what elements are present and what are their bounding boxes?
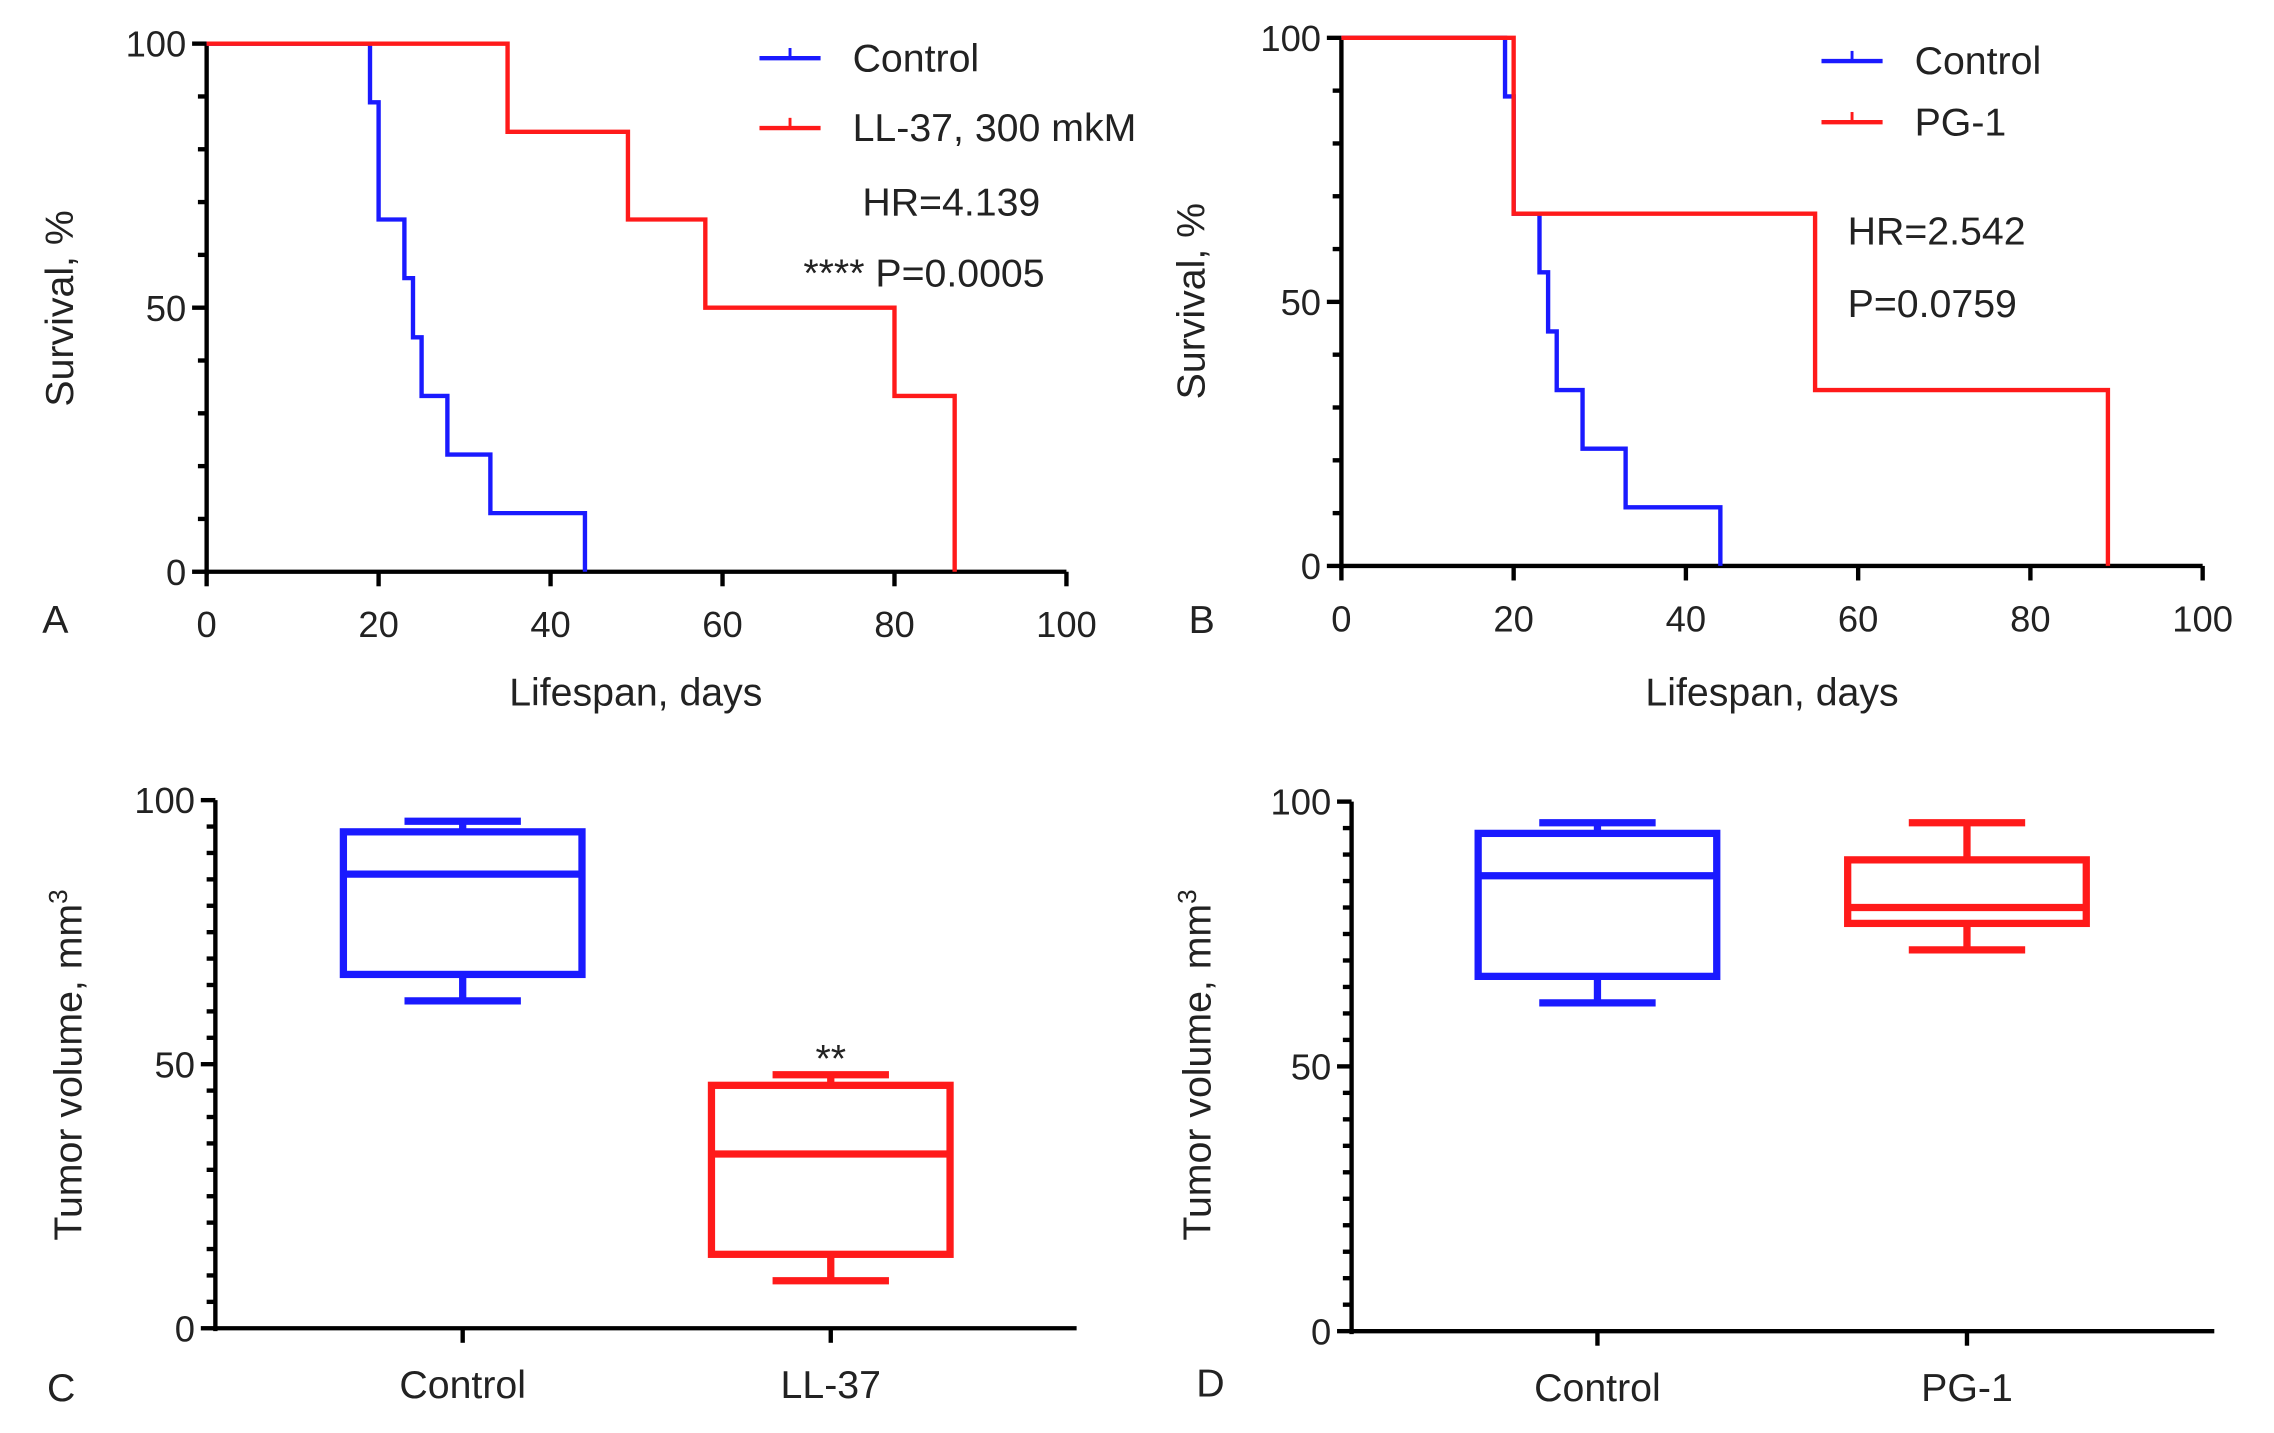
y-axis-label: Survival, % [1170, 203, 1214, 399]
y-axis-label-text: Survival, % [38, 210, 82, 406]
y-axis-label-text: Tumor volume, mm [47, 904, 91, 1241]
panel-letter: B [1189, 598, 1215, 642]
box-iqr [707, 1081, 954, 1258]
x-tick-label: 20 [358, 604, 398, 645]
x-tick-label: Control [399, 1363, 526, 1407]
y-tick-label: 50 [1291, 1046, 1331, 1087]
x-tick-label: 80 [874, 604, 914, 645]
annotation: HR=4.139 [862, 180, 1040, 224]
box-control [1474, 819, 1721, 1007]
x-tick-label: 40 [1666, 598, 1706, 639]
significance-marker: ** [815, 1037, 846, 1081]
y-tick-label: 50 [155, 1044, 195, 1085]
x-tick-label: Control [1534, 1366, 1661, 1410]
y-tick-label: 0 [1311, 1311, 1331, 1352]
annotation: **** P=0.0005 [803, 252, 1044, 296]
survival-curve-control [1341, 35, 1723, 566]
x-tick-label: 20 [1493, 598, 1533, 639]
x-tick-label: LL-37 [781, 1363, 881, 1407]
annotation: P=0.0759 [1848, 282, 2017, 326]
survival-curve-pg-1 [1341, 35, 2111, 566]
box-iqr [1474, 829, 1721, 980]
box-iqr [339, 828, 586, 979]
legend-label: Control [853, 36, 980, 80]
x-tick-label: PG-1 [1921, 1366, 2013, 1410]
y-tick-label: 0 [166, 552, 186, 593]
y-tick-label: 0 [1301, 546, 1321, 587]
x-tick-label: 0 [197, 604, 217, 645]
y-tick-label: 50 [146, 288, 186, 329]
panel-letter: D [1196, 1362, 1224, 1406]
y-tick-label: 100 [1271, 782, 1332, 823]
y-tick-label: 100 [134, 780, 195, 821]
y-axis-label: Tumor volume, mm3 [43, 889, 91, 1240]
annotation: HR=2.542 [1848, 209, 2026, 253]
y-axis-label: Survival, % [38, 210, 82, 406]
x-tick-label: 60 [1838, 598, 1878, 639]
panel-b: B 0 50 100 Survival, % 0 20 40 60 80 100 Lifespan, … [1170, 18, 2233, 715]
y-axis-label-superscript: 3 [43, 889, 73, 904]
y-axis-label-superscript: 3 [1172, 889, 1202, 904]
survival-curve-ll-37-300-mkm [206, 41, 957, 572]
panel-d: D 0 50 100 Tumor volume, mm3 Control PG-1 [1172, 782, 2215, 1410]
legend-label: LL-37, 300 mkM [853, 106, 1137, 150]
x-tick-label: 0 [1331, 598, 1351, 639]
panel-a: A 0 50 100 Survival, % 0 20 40 60 80 100 Lifespan, … [38, 24, 1137, 715]
box-control [339, 817, 586, 1005]
panel-c: C 0 50 100 Tumor volume, mm3 Control LL-37 ** [43, 780, 1077, 1410]
legend-label: Control [1915, 39, 2042, 83]
x-tick-label: 80 [2010, 598, 2050, 639]
y-tick-label: 100 [126, 24, 187, 65]
panel-letter: A [42, 598, 69, 642]
x-tick-label: 40 [530, 604, 570, 645]
box-ll-37 [707, 1071, 954, 1285]
x-tick-label: 60 [702, 604, 742, 645]
panel-letter: C [47, 1366, 75, 1410]
box-iqr [1844, 856, 2090, 928]
y-axis-label: Tumor volume, mm3 [1172, 889, 1220, 1240]
x-axis-label: Lifespan, days [509, 671, 762, 715]
y-tick-label: 0 [175, 1308, 195, 1349]
x-tick-label: 100 [1036, 604, 1097, 645]
legend-label: PG-1 [1915, 100, 2007, 144]
x-tick-label: 100 [2172, 598, 2233, 639]
y-axis-label-text: Survival, % [1170, 203, 1214, 399]
survival-curve-control [206, 41, 588, 572]
y-tick-label: 50 [1281, 282, 1321, 323]
y-tick-label: 100 [1260, 18, 1321, 59]
x-axis-label: Lifespan, days [1645, 671, 1898, 715]
box-pg-1 [1844, 819, 2090, 954]
y-axis-label-text: Tumor volume, mm [1175, 904, 1219, 1241]
